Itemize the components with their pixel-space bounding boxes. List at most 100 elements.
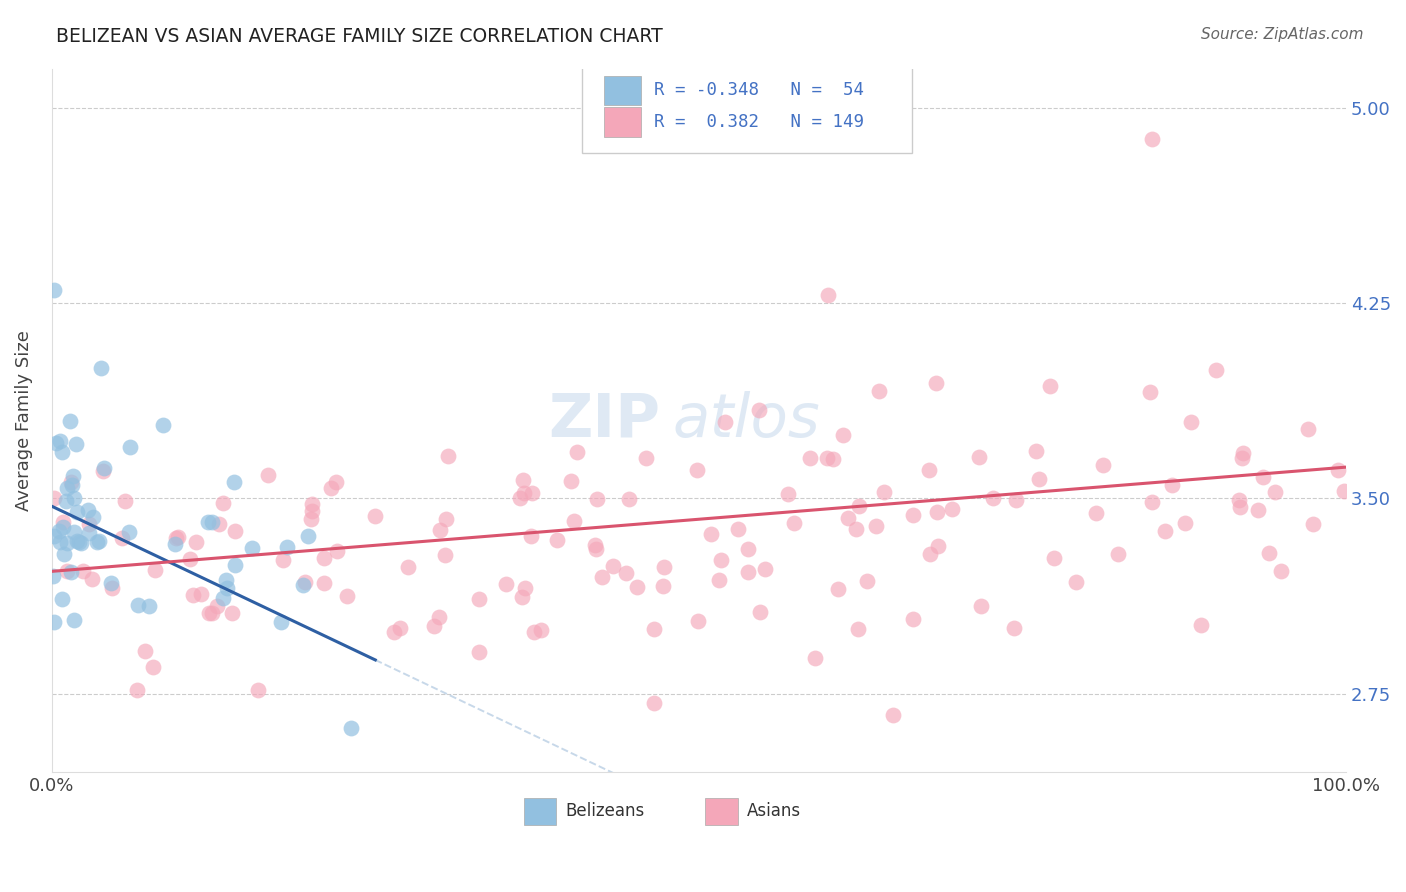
Point — [1153, 524, 1175, 539]
Point — [190, 587, 212, 601]
Point — [727, 522, 749, 536]
Point — [197, 515, 219, 529]
Point — [1174, 516, 1197, 530]
Point — [918, 548, 941, 562]
Point — [70, 535, 93, 549]
Point — [67, 535, 90, 549]
Point — [240, 541, 263, 556]
Point — [918, 463, 941, 477]
Point — [654, 560, 676, 574]
Point — [967, 450, 990, 464]
Point — [276, 541, 298, 555]
Point — [62, 613, 84, 627]
Point — [1161, 478, 1184, 492]
Point — [1066, 574, 1088, 589]
Point — [51, 591, 73, 606]
Point — [1333, 484, 1355, 499]
Bar — [524, 798, 557, 825]
Point — [436, 449, 458, 463]
Point — [602, 558, 624, 573]
Point — [201, 607, 224, 621]
Point — [76, 503, 98, 517]
Point — [1229, 500, 1251, 515]
Point — [423, 619, 446, 633]
Point — [1085, 506, 1108, 520]
Point — [1025, 443, 1047, 458]
Point — [832, 428, 855, 442]
Point — [748, 403, 770, 417]
Point — [66, 505, 89, 519]
Point — [143, 563, 166, 577]
Point — [585, 542, 607, 557]
Point — [644, 622, 666, 636]
Point — [1091, 458, 1114, 472]
Point — [396, 559, 419, 574]
Point — [981, 491, 1004, 505]
Point — [512, 473, 534, 487]
Text: Source: ZipAtlas.com: Source: ZipAtlas.com — [1201, 27, 1364, 42]
Point — [815, 451, 838, 466]
Point — [127, 683, 149, 698]
Point — [614, 566, 637, 581]
Point — [56, 481, 79, 495]
Point — [804, 651, 827, 665]
Point — [865, 518, 887, 533]
Point — [198, 606, 221, 620]
Point — [686, 463, 709, 477]
Point — [434, 512, 457, 526]
Point — [41, 569, 63, 583]
Point — [817, 288, 839, 302]
Point — [530, 623, 553, 637]
Text: R = -0.348   N =  54: R = -0.348 N = 54 — [654, 81, 863, 99]
Point — [783, 516, 806, 531]
Point — [44, 283, 66, 297]
Y-axis label: Average Family Size: Average Family Size — [15, 330, 32, 511]
Point — [257, 468, 280, 483]
Point — [215, 581, 238, 595]
Point — [45, 436, 67, 450]
Point — [65, 437, 87, 451]
Text: ZIP: ZIP — [548, 391, 659, 450]
Point — [1180, 415, 1202, 429]
Point — [868, 384, 890, 399]
Point — [1043, 550, 1066, 565]
Point — [778, 487, 800, 501]
Point — [183, 589, 205, 603]
Point — [186, 535, 208, 549]
Point — [301, 497, 323, 511]
Point — [737, 542, 759, 557]
Point — [42, 491, 65, 505]
Point — [845, 522, 868, 536]
Point — [60, 565, 83, 579]
Point — [749, 605, 772, 619]
Point — [872, 484, 894, 499]
Point — [340, 721, 363, 735]
Point — [1005, 493, 1028, 508]
Point — [60, 477, 83, 491]
Point — [799, 450, 821, 465]
Point — [1230, 451, 1253, 466]
Point — [87, 534, 110, 549]
Point — [72, 565, 94, 579]
Point — [467, 591, 489, 606]
Text: Belizeans: Belizeans — [565, 803, 645, 821]
Point — [427, 609, 450, 624]
Point — [924, 376, 946, 390]
Point — [903, 508, 925, 522]
Point — [44, 529, 66, 543]
Point — [1302, 516, 1324, 531]
Point — [301, 504, 323, 518]
Point — [205, 599, 228, 613]
Point — [299, 512, 322, 526]
Point — [1264, 485, 1286, 500]
Point — [688, 614, 710, 628]
Point — [82, 509, 104, 524]
Point — [1258, 546, 1281, 560]
Point — [468, 645, 491, 659]
Point — [1038, 379, 1060, 393]
Point — [1247, 502, 1270, 516]
Point — [754, 562, 776, 576]
Point — [509, 491, 531, 505]
Point — [510, 590, 533, 604]
Point — [294, 575, 316, 590]
